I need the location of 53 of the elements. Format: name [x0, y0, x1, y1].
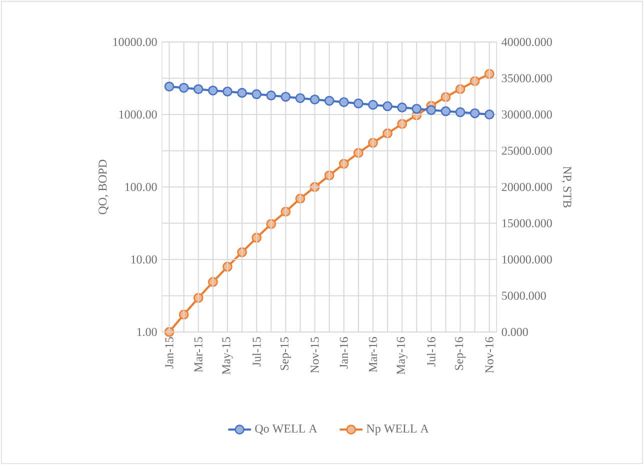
point	[280, 92, 291, 102]
point	[324, 96, 334, 106]
y2-tick-label: 0.000	[502, 328, 528, 336]
x-tick-label: Sep-15	[280, 337, 291, 370]
y2-axis-title: NP, STB	[562, 166, 572, 208]
point	[252, 89, 262, 100]
x-tick-label: Mar-16	[368, 337, 378, 372]
point	[440, 106, 451, 116]
x-tick-label: Jul-15	[252, 337, 261, 366]
x-tick-label: Jan-16	[340, 337, 348, 368]
y-tick-label: 10.00	[131, 255, 157, 264]
point	[484, 110, 494, 120]
y2-tick-label: 30000.000	[502, 110, 552, 119]
point	[368, 100, 378, 110]
point	[310, 94, 320, 104]
y-tick-label: 1000.00	[119, 110, 157, 119]
y2-tick-label: 25000.000	[502, 146, 552, 155]
x-tick-label: Jan-15	[165, 337, 174, 368]
point	[164, 82, 174, 92]
x-tick-label: Sep-16	[455, 337, 466, 370]
y2-tick-label: 10000.000	[502, 255, 552, 264]
x-tick-label: May-15	[222, 337, 233, 374]
point	[237, 88, 247, 98]
point	[222, 86, 232, 96]
x-tick-label: Mar-15	[194, 337, 202, 372]
y2-tick-label: 40000.000	[502, 38, 552, 46]
point	[295, 93, 306, 104]
point	[470, 108, 480, 118]
y-tick-label: 1.00	[137, 328, 157, 336]
x-tick-label: Jul-16	[426, 337, 436, 366]
y-axis-title: QO, BOPD	[98, 160, 108, 214]
x-tick-label: Nov-15	[310, 337, 319, 374]
point	[193, 84, 204, 94]
point	[266, 90, 276, 100]
point	[354, 98, 364, 108]
point	[382, 101, 392, 112]
y2-tick-label: 35000.000	[502, 74, 552, 82]
x-tick-label: Nov-16	[485, 337, 494, 374]
legend-label: Qo WELL A	[255, 424, 318, 434]
point	[178, 82, 189, 93]
y-tick-label: 10000.00	[113, 38, 157, 46]
y2-tick-label: 15000.000	[502, 219, 552, 228]
legend-label: Np WELL A	[366, 424, 429, 436]
point	[208, 86, 218, 96]
x-tick-label: May-16	[396, 337, 408, 374]
y2-tick-label: 5000.000	[502, 292, 546, 300]
point	[397, 102, 408, 112]
y2-tick-label: 20000.000	[502, 182, 552, 192]
point	[338, 97, 349, 108]
point	[412, 104, 422, 114]
point	[426, 105, 436, 116]
y-tick-label: 100.00	[125, 182, 157, 192]
point	[455, 107, 466, 118]
